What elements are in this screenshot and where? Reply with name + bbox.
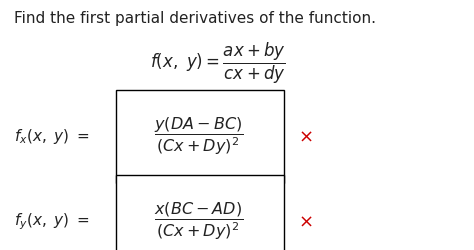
Text: $\times$: $\times$ <box>299 212 313 230</box>
Text: $\dfrac{y\left(DA - BC\right)}{\left(Cx + Dy\right)^{2}}$: $\dfrac{y\left(DA - BC\right)}{\left(Cx … <box>155 116 244 157</box>
Bar <box>116 175 284 250</box>
Bar <box>116 90 284 182</box>
Text: $f_y(x,\ y)\ =$: $f_y(x,\ y)\ =$ <box>14 211 90 232</box>
Text: $\times$: $\times$ <box>299 127 313 145</box>
Text: $f_x(x,\ y)\ =$: $f_x(x,\ y)\ =$ <box>14 127 90 146</box>
Text: $\dfrac{x\left(BC - AD\right)}{\left(Cx + Dy\right)^{2}}$: $\dfrac{x\left(BC - AD\right)}{\left(Cx … <box>155 200 244 242</box>
Text: $f(x,\ y) = \dfrac{ax + by}{cx + dy}$: $f(x,\ y) = \dfrac{ax + by}{cx + dy}$ <box>150 41 286 86</box>
Text: Find the first partial derivatives of the function.: Find the first partial derivatives of th… <box>14 11 376 26</box>
